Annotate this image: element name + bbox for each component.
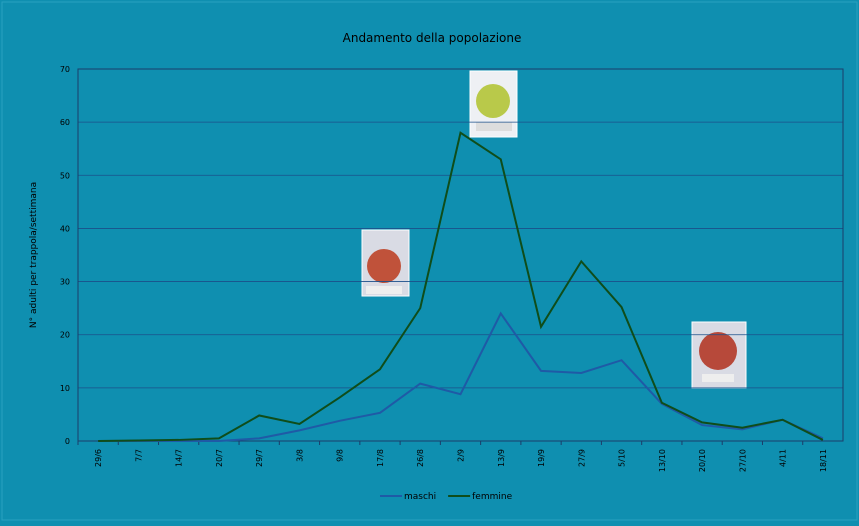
y-axis-label: N° adulti per trappola/settimana bbox=[29, 182, 39, 328]
x-tick-label: 17/8 bbox=[376, 449, 385, 467]
x-tick-label: 4/11 bbox=[779, 449, 788, 467]
page: {"chart_data": {"type": "line", "title":… bbox=[0, 0, 859, 522]
chart-title: Andamento della popolazione bbox=[343, 31, 522, 45]
x-tick-label: 20/7 bbox=[215, 449, 224, 467]
chart: Andamento della popolazione N° adulti pe… bbox=[0, 0, 859, 522]
x-tick-label: 13/10 bbox=[658, 449, 667, 472]
x-tick-label: 9/8 bbox=[336, 449, 345, 462]
x-tick-label: 14/7 bbox=[175, 449, 184, 467]
x-tick-label: 27/10 bbox=[738, 449, 747, 472]
x-tick-label: 5/10 bbox=[618, 449, 627, 467]
y-tick-label: 20 bbox=[60, 331, 70, 340]
x-tick-label: 20/10 bbox=[698, 449, 707, 472]
x-tick-label: 3/8 bbox=[295, 449, 304, 462]
x-tick-label: 18/11 bbox=[819, 449, 828, 472]
image-gala bbox=[470, 71, 517, 137]
x-tick-label: 29/6 bbox=[94, 449, 103, 467]
x-tick-label: 29/7 bbox=[255, 449, 264, 467]
y-tick-label: 0 bbox=[65, 437, 70, 446]
chart-border bbox=[2, 2, 857, 520]
x-tick-label: 13/9 bbox=[497, 449, 506, 467]
y-tick-label: 10 bbox=[60, 384, 70, 393]
image-apple-late bbox=[692, 322, 746, 388]
x-tick-label: 27/9 bbox=[577, 449, 586, 467]
y-tick-label: 30 bbox=[60, 278, 70, 287]
legend-label: femmine bbox=[472, 492, 512, 502]
image-apple-red bbox=[362, 230, 409, 296]
y-tick-label: 60 bbox=[60, 118, 70, 127]
x-tick-label: 26/8 bbox=[416, 449, 425, 467]
legend-label: maschi bbox=[404, 492, 436, 502]
y-tick-label: 70 bbox=[60, 65, 70, 74]
x-tick-label: 2/9 bbox=[457, 449, 466, 462]
y-tick-label: 40 bbox=[60, 224, 70, 233]
x-tick-label: 19/9 bbox=[537, 449, 546, 467]
y-tick-label: 50 bbox=[60, 171, 70, 180]
x-tick-label: 7/7 bbox=[134, 449, 143, 462]
